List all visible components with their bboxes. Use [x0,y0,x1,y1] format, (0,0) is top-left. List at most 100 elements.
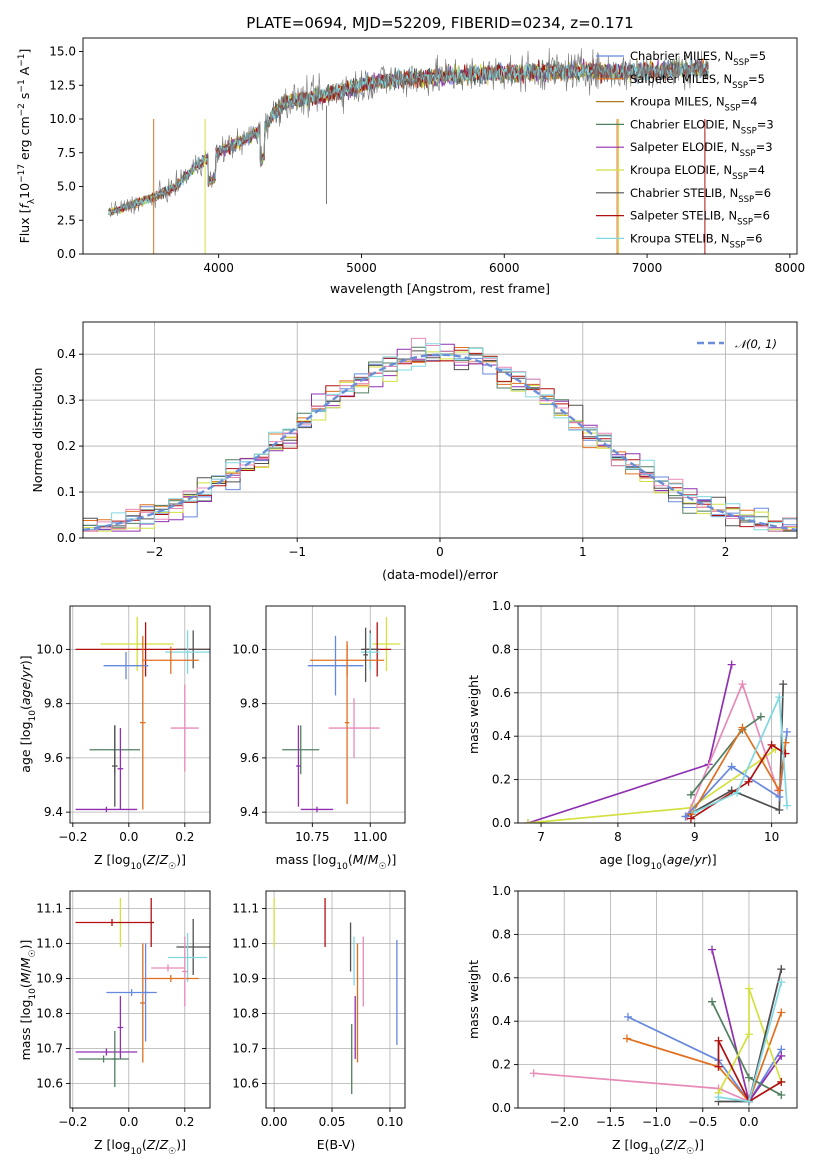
mass-weight-marker [686,814,695,823]
errorbar-point-8 [182,936,188,1007]
age-vs-Z-xlabel-part: Z [146,852,156,867]
spectrum-ytick-label-6: 15.0 [49,45,76,59]
legend-label-2: Kroupa MILES, NSSP=4 [630,95,757,114]
mass-weight-marker [777,978,786,987]
mass-weight-series-5 [681,727,792,821]
normal-curve [83,353,797,532]
spectrum-ytick-label-2: 5.0 [57,180,76,194]
spectrum-ylabel-part: Flux [ [17,209,32,244]
mass-weight-marker [623,1034,632,1043]
mass-weight-line [718,981,783,1103]
errorbar-point-6 [328,698,380,758]
legend-label-text: Chabrier MILES, N [630,49,733,63]
mass-vs-Z-xlabel-part: ☉ [168,1147,176,1157]
age-vs-Z-ylabel-part: yr [18,664,33,678]
legend-label-1: Salpeter MILES, NSSP=5 [630,72,765,91]
age_vs_Z-ytick-label-1: 9.6 [44,751,63,765]
mass-weight-line [626,1012,783,1104]
mass_vs_Z-plot-area [75,898,210,1087]
spectrum-ytick-label-0: 0.0 [57,247,76,261]
spectrum-ytick-label-4: 10.0 [49,112,76,126]
age_vs_mass-frame [265,605,406,824]
legend-label-7: Salpeter STELIB, NSSP=6 [630,209,770,228]
residuals-frame [82,321,798,539]
mass_weight_vs_Z-ytick-label-1: 0.2 [492,1058,511,1072]
mass_vs_Z-ytick-label-2: 10.8 [36,1007,63,1021]
mass-weight-series-8 [714,978,786,1106]
mass-weight-marker [777,1008,786,1017]
mass_weight_vs_age-ytick-label-0: 0.0 [492,816,511,830]
spectrum-xlabel: wavelength [Angstrom, rest frame] [330,281,550,296]
spectrum-ylabel-part: −1 [17,79,27,92]
mass-weight-marker [777,965,786,974]
spectrum-xtick-label-2: 6000 [489,261,520,275]
mass-weight-marker [775,693,784,702]
residuals-xtick-label-4: 2 [722,545,730,559]
mass_vs_EBV-ytick-label-0: 10.6 [232,1077,259,1091]
mass_weight_vs_Z-ytick-label-3: 0.6 [492,971,511,985]
residuals-xtick-label-2: 0 [436,545,444,559]
mass-weight-marker [523,819,532,823]
age-vs-Z-ylabel-part: age [18,682,33,706]
errorbar-point-12 [117,996,124,1059]
mass-vs-Z-ylabel-part: M [18,957,33,968]
mass-weight-marker [714,1036,723,1045]
mass_vs_Z-ytick-label-1: 10.7 [36,1042,63,1056]
residuals-ytick-label-1: 0.1 [57,485,76,499]
legend-label-8: Kroupa STELIB, NSSP=6 [630,231,762,250]
age-vs-Z-xlabel-part: )] [176,852,186,867]
errorbar-point-14 [112,1031,118,1087]
mass-weight-marker [727,762,736,771]
age-vs-Z-xlabel-part: Z [159,852,169,867]
mass_weight_vs_age-ylabel: mass weight [466,675,481,754]
legend-label-text: Salpeter ELODIE, N [630,140,740,154]
mass_vs_EBV-ytick-label-3: 10.9 [232,972,259,986]
residuals-plot-area [83,337,797,532]
age-vs-mass-xlabel-part: / [364,852,369,867]
mass_vs_Z-xtick-label-0: −0.2 [58,1115,87,1129]
residuals-ytick-label-0: 0.0 [57,531,76,545]
mass_vs_Z-panel: −0.2 0.0 0.2 10.6 10.7 10.8 10.9 11.0 11.1 Z [log… [18,890,211,1157]
mass-weight-series-6 [714,965,786,1106]
mw-age-xlabel-part: )] [707,852,717,867]
mass_weight_vs_age-xtick-label-2: 9 [691,830,699,844]
legend-label-text: Kroupa MILES, N [630,95,725,109]
age_vs_Z-xtick-label-2: 0.2 [175,830,194,844]
errorbar-point-3 [360,633,380,672]
residuals-ytick-label-3: 0.3 [57,393,76,407]
spectrum-frame [82,37,798,255]
legend-label-4: Salpeter ELODIE, NSSP=3 [630,140,773,159]
mass_vs_EBV-plot-area [273,898,398,1094]
residuals-xtick-label-3: 1 [579,545,587,559]
mass-weight-series-0 [523,660,736,823]
mw-age-xlabel-part: ( [662,852,667,867]
mass-vs-Z-ylabel: mass [log10(M/M☉)] [18,940,38,1061]
age-vs-mass-xlabel-part: ☉ [379,862,387,872]
legend-label-eq: =4 [740,95,757,109]
mass_vs_EBV-frame [265,890,406,1109]
mass-weight-series-8 [690,693,792,817]
spectrum-ytick-label-5: 12.5 [49,78,76,92]
errorbar-point-6 [140,943,146,1063]
legend-label-eq: =4 [748,163,765,177]
residuals-xtick-label-0: −2 [146,545,164,559]
errorbar-point-1 [75,919,149,926]
spectrum-ylabel-part: −2 [17,103,27,116]
mass-weight-marker [777,1077,786,1086]
mass-weight-marker [783,801,792,810]
age-vs-Z-xlabel-part: ☉ [168,862,176,872]
age-vs-Z-xlabel-part: / [155,852,160,867]
mass-vs-Z-xlabel-part: / [155,1137,160,1152]
age-vs-mass-xlabel-part: mass [log [276,852,337,867]
spectrum-xtick-label-4: 8000 [775,261,806,275]
errorbar-point-2 [148,898,154,947]
legend-label-eq: =6 [754,186,771,200]
errorbar-point-13 [78,1055,129,1063]
age-vs-Z-ylabel-part: )] [18,655,33,665]
spectrum-ylabel-part: −1 [17,53,27,66]
spectrum-ytick-label-3: 7.5 [57,146,76,160]
mass-vs-Z-xlabel-part: 10 [130,1147,142,1157]
mw-age-xlabel-part: age [log [599,852,650,867]
